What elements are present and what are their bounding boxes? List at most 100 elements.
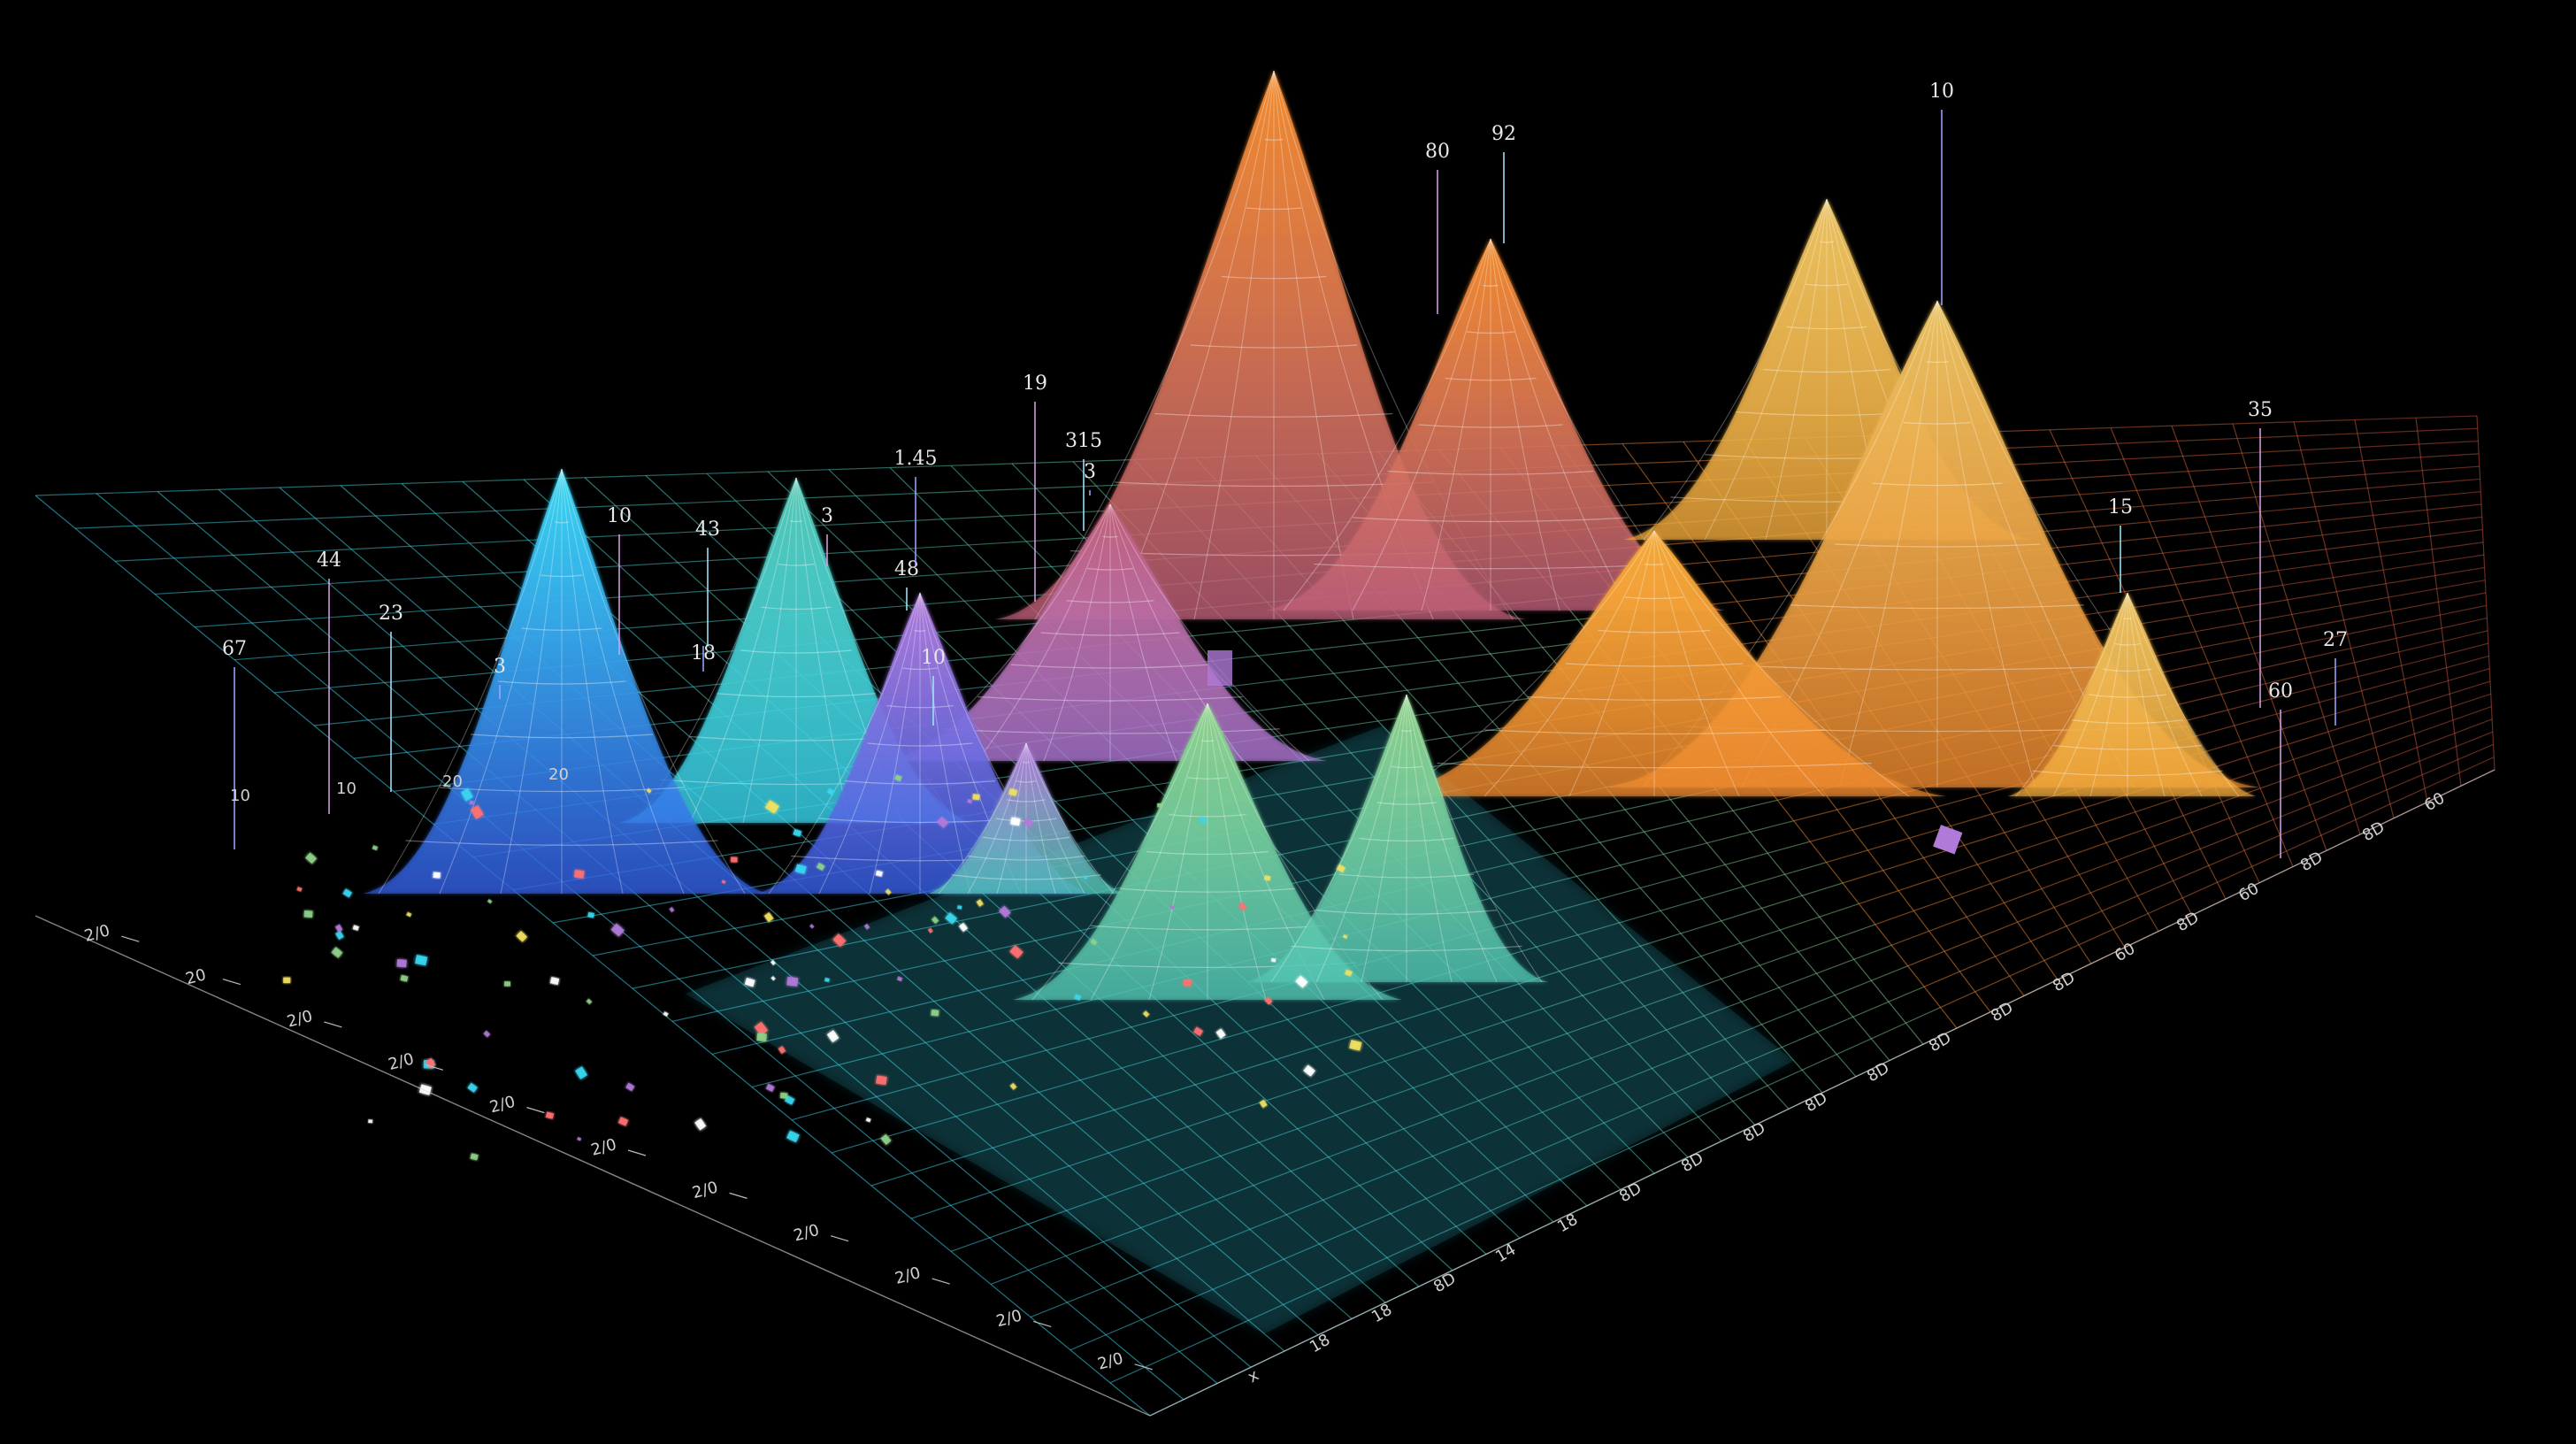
floor-grid-line [2409,680,2491,708]
sparkle-marker [283,977,291,984]
sparkle-marker [885,888,892,895]
floor-grid-line [852,544,969,553]
floor-grid-line [1180,625,1290,638]
floor-grid-line [195,518,316,525]
peak-wire [1568,530,1655,797]
floor-grid-line [2191,803,2267,833]
peak-wire [1406,694,1543,983]
sparkle-marker [1157,803,1162,808]
peak-wire [1207,703,1267,1001]
floor-grid-line [1793,798,1882,822]
sparkle-marker [1090,938,1098,946]
floor-grid-line [2039,521,2150,533]
peak-wire [378,468,563,895]
sparkle-marker [1295,975,1308,988]
sparkle-marker [470,805,484,819]
floor-grid-line [2337,733,2415,762]
peak-label: 3 [821,505,833,527]
peak-wire [778,563,815,566]
sparkle-marker [504,981,510,987]
floor-grid-line [941,512,1061,520]
axis-tick-mark [830,1235,849,1242]
floor-grid-line [2269,528,2376,542]
peak-wire [1316,910,1497,915]
floor-grid-line [2053,877,2128,909]
floor-grid-line [1725,841,1811,865]
sparkle-marker [1083,875,1088,880]
axis-line [34,915,1151,1417]
sparkle-marker [418,1084,432,1095]
floor-grid-line [795,493,916,499]
floor-grid-line [910,1191,991,1219]
floor-grid-line [1779,902,1859,931]
floor-grid-line [1688,799,1778,822]
floor-grid-line [2260,760,2338,789]
sparkle-marker [1008,788,1018,796]
floor-grid-line [2350,774,2423,806]
floor-grid-line [1782,1016,1853,1048]
sparkle-marker [779,1092,788,1099]
floor-grid-line [2255,488,2368,498]
floor-grid-line [2362,453,2480,462]
floor-grid-line [2066,895,2138,927]
sparkle-marker [610,923,625,937]
floor-grid-line [2398,630,2488,653]
floor-grid-line [2016,824,2097,852]
floor-grid-line [2237,433,2358,440]
floor-grid-line [315,512,436,519]
peak-label: 60 [2268,680,2293,703]
floor-grid-line [1981,907,2055,938]
peak-wire [1010,664,1210,669]
sparkle-marker [467,1082,479,1093]
sparkle-marker [896,976,903,982]
peak-wire [1598,629,1711,634]
floor-grid-line [936,621,1047,634]
floor-grid-line [2386,566,2485,585]
sparkle-marker [763,911,774,923]
floor-grid-line [1923,956,1996,987]
floor-grid-line [2217,850,2287,883]
sparkle-marker [945,912,958,925]
peak-surface [1606,300,2260,788]
sparkle-marker [865,1118,871,1123]
floor-grid-line [2383,554,2484,571]
peak-wire [1926,361,1949,364]
sparkle-marker [400,974,409,982]
floor-grid-line [1871,1007,1941,1040]
floor-grid-line [2143,496,2256,507]
sparkle-marker [694,1118,707,1131]
axis-tick-label: 8D [1740,1118,1768,1146]
floor-grid-line [309,610,424,620]
sparkle-marker [1208,650,1232,686]
peak-wire [1264,138,1284,141]
peak-wire [790,520,802,523]
floor-grid-line [1253,696,1356,712]
sparkle-marker [303,910,313,918]
sparkle-marker [625,1082,635,1092]
sparkle-marker [335,930,344,941]
peak-label: 67 [222,638,247,660]
peak-wire [1273,70,1354,620]
floor-grid-line [2401,642,2489,666]
peak-wire [1193,70,1275,620]
sparkle-marker [406,911,412,918]
floor-grid-line [523,474,647,480]
peak-wire [1936,300,2036,788]
peak-wire [521,627,602,631]
peak-wire [555,521,569,524]
floor-grid-line [2150,511,2260,523]
peak-wire [1490,238,1629,611]
peak-wire [919,592,971,895]
floor-grid-line [401,479,525,485]
floor-grid-line [2273,789,2347,820]
sparkle-marker [756,1033,767,1042]
peak-wire [1490,238,1560,611]
floor-grid-line [2200,818,2274,849]
peak-wire [561,468,624,895]
floor-grid-line [1842,856,1924,884]
peak-label: 3 [1084,461,1096,483]
peak-wire [914,629,926,632]
floor-grid-line [1997,442,2118,449]
floor-grid-line [2378,528,2483,543]
